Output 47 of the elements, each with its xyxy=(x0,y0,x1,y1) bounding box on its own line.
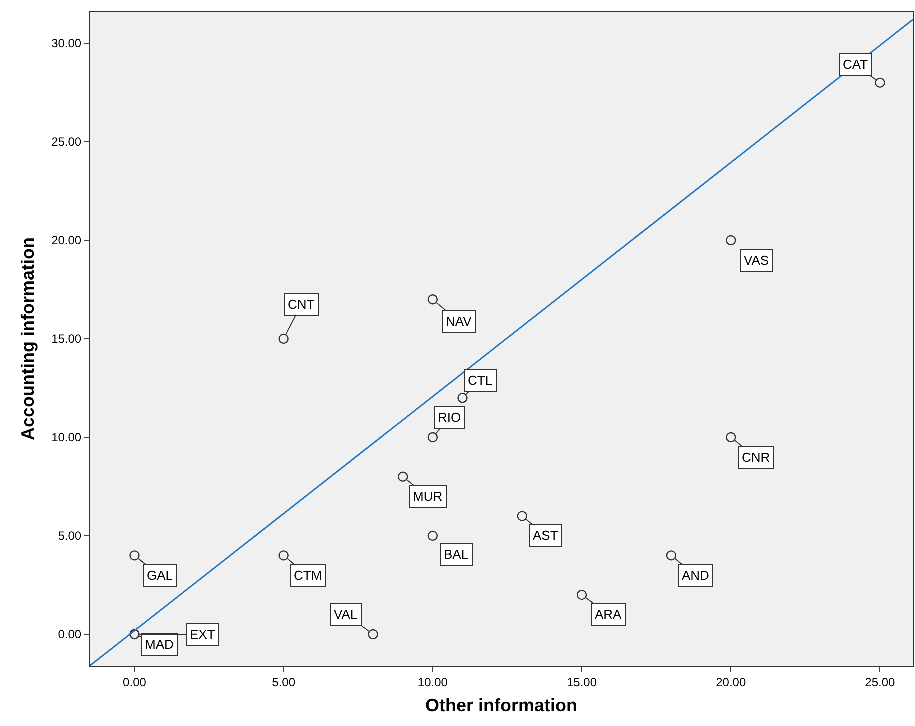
annotation: ARA xyxy=(595,607,622,622)
annotation: CNR xyxy=(742,450,770,465)
x-tick-label: 0.00 xyxy=(123,675,147,690)
point xyxy=(666,550,677,561)
point xyxy=(428,294,438,305)
annotation: VAS xyxy=(744,253,770,268)
annotation: CTL xyxy=(468,373,493,388)
point xyxy=(398,472,408,482)
annotation: CAT xyxy=(843,57,868,72)
point xyxy=(278,334,289,344)
y-tick-label: 30.00 xyxy=(52,36,82,51)
point xyxy=(726,432,736,443)
annotation: CNT xyxy=(288,297,315,312)
x-tick-label: 25.00 xyxy=(865,675,896,690)
y-tick-label: 15.00 xyxy=(52,332,82,346)
point xyxy=(875,78,886,88)
annotation: GAL xyxy=(147,568,174,583)
annotation: EXT xyxy=(190,627,216,642)
annotation: NAV xyxy=(446,314,472,329)
point xyxy=(458,393,468,404)
point xyxy=(428,530,438,542)
annotation: VAL xyxy=(334,607,358,622)
annotation: AND xyxy=(682,568,710,583)
point xyxy=(517,511,528,522)
y-tick-label: 20.00 xyxy=(52,234,82,248)
y-tick-label: 0.00 xyxy=(58,628,82,642)
x-tick-label: 15.00 xyxy=(566,675,598,690)
y-axis-title: Accounting information xyxy=(18,238,38,440)
point xyxy=(576,590,588,600)
point xyxy=(428,432,438,443)
y-tick-label: 5.00 xyxy=(58,529,82,544)
annotation: RIO xyxy=(438,410,462,425)
y-tick-label: 10.00 xyxy=(52,430,82,445)
point xyxy=(368,629,378,640)
point xyxy=(130,550,140,561)
annotation: BAL xyxy=(444,547,469,562)
annotation: MAD xyxy=(145,637,174,652)
annotation: MUR xyxy=(413,489,443,504)
point xyxy=(726,235,736,246)
x-tick-label: 5.00 xyxy=(272,675,296,690)
annotation: AST xyxy=(533,528,558,543)
x-tick-label: 20.00 xyxy=(716,675,746,690)
point xyxy=(278,550,289,561)
x-axis-title: Other information xyxy=(426,696,578,716)
y-tick-label: 25.00 xyxy=(52,135,82,150)
annotation: CTM xyxy=(294,568,322,583)
x-tick-label: 10.00 xyxy=(418,675,448,690)
